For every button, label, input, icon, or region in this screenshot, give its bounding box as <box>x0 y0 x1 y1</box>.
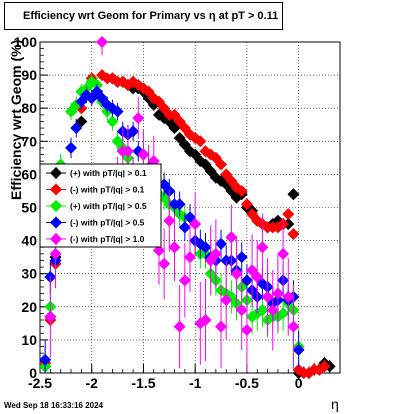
legend-marker <box>50 200 62 212</box>
y-tick-label: 80 <box>21 100 37 116</box>
data-point <box>230 267 243 280</box>
data-point <box>240 198 253 211</box>
legend-marker <box>50 183 62 196</box>
data-point <box>127 125 140 138</box>
data-point <box>199 314 212 327</box>
legend-marker <box>50 216 62 229</box>
data-point <box>49 247 62 260</box>
data-point <box>168 241 181 254</box>
data-point <box>194 135 207 148</box>
x-tick-label: -1 <box>189 375 202 391</box>
x-tick-label: -0.5 <box>235 375 259 391</box>
y-tick-label: 90 <box>21 67 37 83</box>
data-point <box>251 271 264 284</box>
data-point <box>256 241 269 254</box>
data-point <box>215 320 228 333</box>
data-point <box>240 323 253 336</box>
data-point <box>132 112 145 125</box>
data-point <box>277 307 290 320</box>
y-tick-label: 20 <box>21 299 37 315</box>
data-point <box>44 310 57 323</box>
data-point <box>277 247 290 260</box>
data-point <box>189 218 202 231</box>
y-tick-label: 70 <box>21 133 37 149</box>
data-point <box>158 257 171 270</box>
data-point <box>173 198 186 211</box>
footer-timestamp: Wed Sep 18 16:33:16 2024 <box>4 401 104 410</box>
x-axis-label: η <box>331 396 339 412</box>
data-point <box>209 247 222 260</box>
data-point <box>70 122 83 135</box>
y-tick-label: 100 <box>14 34 38 50</box>
data-point <box>215 158 228 171</box>
data-point <box>96 36 109 48</box>
y-tick-label: 10 <box>21 332 37 348</box>
data-point <box>261 290 274 303</box>
legend-marker <box>50 167 62 179</box>
legend-label: (-) with pT/|q| > 1.0 <box>70 234 145 244</box>
data-point <box>215 237 228 250</box>
data-point <box>235 251 248 264</box>
chart-title: Efficiency wrt Geom for Primary vs η at … <box>4 2 283 30</box>
data-point <box>287 320 300 333</box>
data-point <box>282 208 295 221</box>
data-point <box>256 304 269 317</box>
data-point <box>220 294 233 307</box>
x-tick-label: -1.5 <box>131 375 155 391</box>
data-point <box>318 360 331 373</box>
data-point <box>271 287 284 300</box>
y-tick-label: 40 <box>21 233 37 249</box>
data-point <box>111 105 124 118</box>
data-point <box>240 274 253 287</box>
y-tick-label: 60 <box>21 166 37 182</box>
legend-label: (-) with pT/|q| > 0.1 <box>70 185 145 195</box>
data-point <box>292 343 305 356</box>
data-point <box>152 244 165 257</box>
x-tick-label: -2.5 <box>28 375 52 391</box>
data-point <box>235 304 248 317</box>
legend-marker <box>50 233 62 245</box>
data-point <box>199 241 212 254</box>
y-tick-label: 50 <box>21 200 37 216</box>
data-point <box>121 145 134 158</box>
legend-label: (+) with pT/|q| > 0.1 <box>70 168 147 178</box>
data-point <box>137 148 150 161</box>
legend-label: (+) with pT/|q| > 0.5 <box>70 201 147 211</box>
data-point <box>173 320 186 333</box>
data-point <box>287 227 300 240</box>
data-point <box>65 141 78 154</box>
data-point <box>235 184 248 197</box>
data-point <box>282 290 295 303</box>
data-point <box>225 231 238 244</box>
data-point <box>178 221 191 234</box>
data-point <box>184 251 196 264</box>
data-point <box>266 304 279 317</box>
y-axis-label: Efficiency wrt Geom (%) <box>8 39 24 200</box>
data-point <box>39 353 52 366</box>
data-point <box>178 274 191 287</box>
data-point <box>106 115 119 128</box>
data-point <box>204 254 217 267</box>
y-tick-label: 0 <box>29 365 37 381</box>
x-tick-label: 0 <box>295 375 303 391</box>
data-point <box>163 214 176 227</box>
data-point <box>287 188 300 201</box>
x-tick-label: -2 <box>85 375 98 391</box>
legend-label: (-) with pT/|q| > 0.5 <box>70 218 145 228</box>
y-tick-label: 30 <box>21 266 37 282</box>
